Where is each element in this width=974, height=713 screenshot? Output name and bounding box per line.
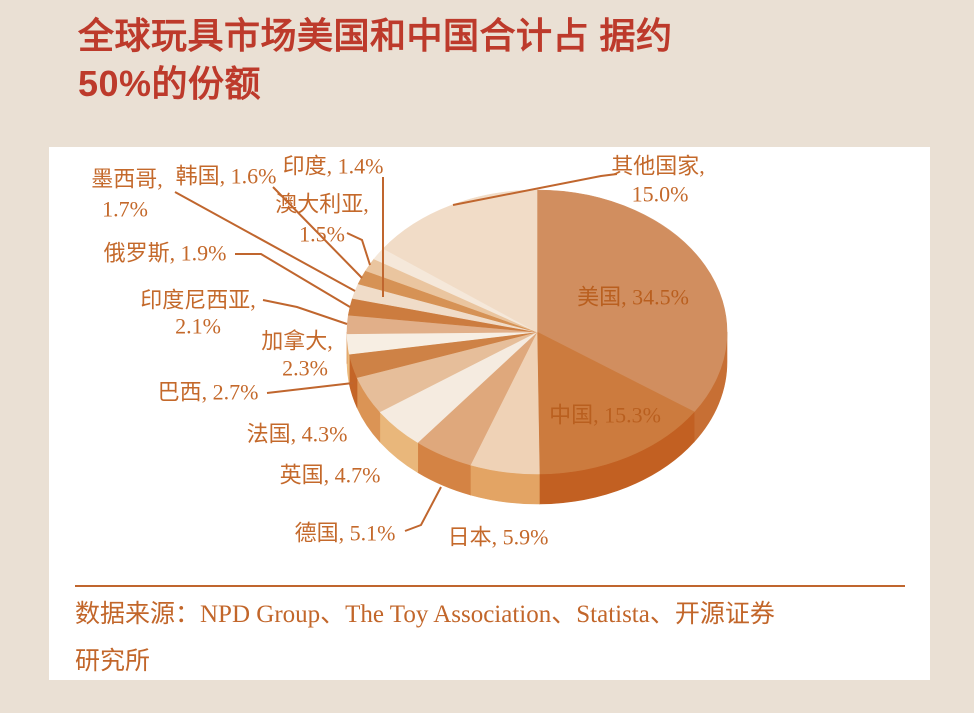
pie-chart: 美国, 34.5% 中国, 15.3% 日本, 5.9% 德国, 5.1% 英国, 4.… [91, 154, 728, 550]
pie-label-value-加拿大: 2.3% [282, 356, 328, 381]
pie-label-value-印度尼西亚: 2.1% [175, 314, 221, 339]
pie-slice-美国 [536, 189, 728, 413]
pie-label-墨西哥: 墨西哥, [91, 167, 163, 192]
pie-label-加拿大: 加拿大, [261, 329, 333, 354]
leader-line-墨西哥 [174, 191, 356, 292]
pie-label-value-澳大利亚: 1.5% [299, 222, 345, 247]
chart-card: 美国, 34.5% 中国, 15.3% 日本, 5.9% 德国, 5.1% 英国, 4.… [49, 147, 930, 680]
leader-line-其他国家 [452, 173, 618, 206]
title-line-1: 全球玩具市场美国和中国合计占 据约 [78, 15, 673, 56]
pie-label-印度尼西亚: 印度尼西亚, [140, 288, 256, 313]
leader-line-俄罗斯 [235, 253, 351, 308]
source-line-2: 研究所 [75, 648, 151, 675]
page-title: 全球玩具市场美国和中国合计占 据约 50%的份额 [78, 12, 673, 108]
pie-label-中国: 中国, 15.3% [549, 403, 661, 428]
pie-label-value-其他国家: 15.0% [632, 182, 689, 207]
pie-label-日本: 日本, 5.9% [448, 525, 549, 550]
leader-line-韩国 [272, 186, 363, 279]
title-line-2: 50%的份额 [78, 63, 262, 104]
pie-label-韩国: 韩国, 1.6% [176, 164, 277, 189]
pie-label-印度: 印度, 1.4% [283, 154, 384, 179]
pie-label-value-墨西哥: 1.7% [102, 197, 148, 222]
pie-label-其他国家: 其他国家, [611, 154, 705, 179]
data-source: 数据来源：NPD Group、The Toy Association、Stati… [75, 591, 915, 685]
leader-line-德国 [404, 486, 442, 532]
pie-label-德国: 德国, 5.1% [295, 521, 396, 546]
pie-slice-中国 [536, 331, 695, 475]
pie-label-澳大利亚: 澳大利亚, [275, 192, 369, 217]
pie-label-巴西: 巴西, 2.7% [158, 380, 259, 405]
pie-label-法国: 法国, 4.3% [247, 422, 348, 447]
divider-line [75, 585, 905, 587]
pie-label-美国: 美国, 34.5% [577, 285, 689, 310]
source-line-1: 数据来源：NPD Group、The Toy Association、Stati… [75, 601, 775, 628]
pie-label-俄罗斯: 俄罗斯, 1.9% [104, 241, 227, 266]
leader-line-巴西 [266, 382, 354, 394]
leader-line-澳大利亚 [346, 232, 371, 266]
pie-label-英国: 英国, 4.7% [280, 463, 381, 488]
leader-line-印度尼西亚 [262, 299, 348, 325]
